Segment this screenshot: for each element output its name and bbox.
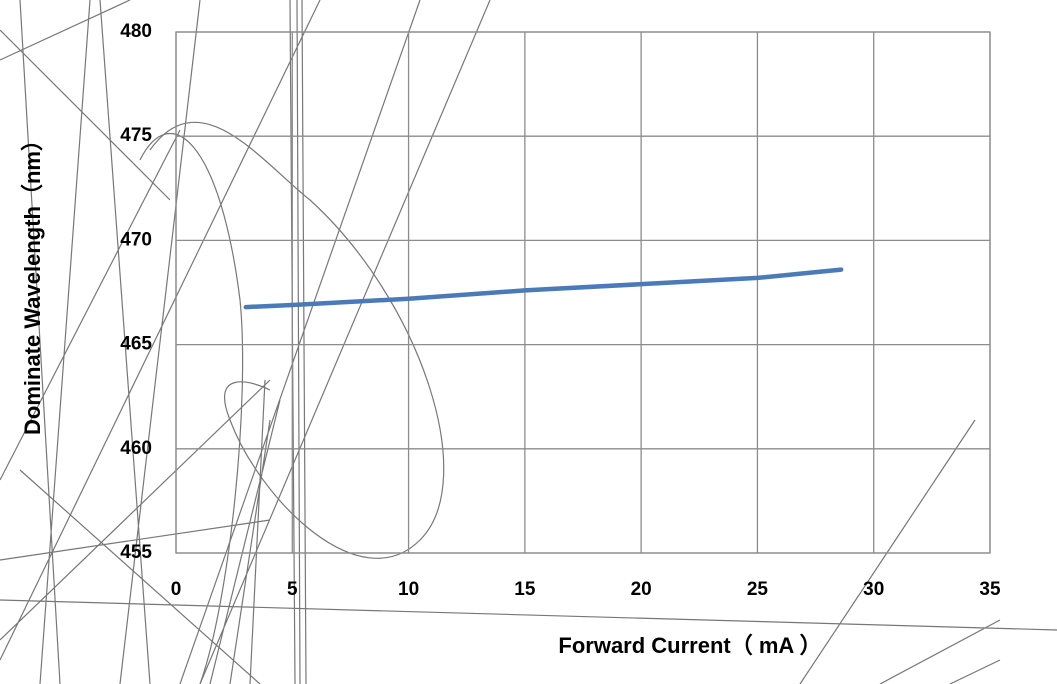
x-tick-label: 35 bbox=[979, 579, 1001, 600]
y-tick-label: 465 bbox=[120, 334, 152, 355]
x-tick-label: 20 bbox=[631, 579, 652, 600]
data-line bbox=[243, 267, 844, 310]
y-tick-label: 455 bbox=[120, 542, 152, 563]
y-axis-title: Dominate Wavelength（nm） bbox=[20, 129, 45, 435]
x-tick-label: 10 bbox=[398, 579, 419, 600]
y-tick-label: 470 bbox=[120, 229, 152, 250]
x-tick-label: 5 bbox=[287, 579, 298, 600]
y-tick-label: 480 bbox=[120, 21, 152, 42]
y-tick-label: 460 bbox=[120, 438, 152, 459]
x-tick-label: 30 bbox=[863, 579, 884, 600]
x-tick-label: 0 bbox=[171, 579, 182, 600]
x-tick-label: 15 bbox=[514, 579, 536, 600]
y-tick-label: 475 bbox=[120, 125, 152, 146]
x-tick-label: 25 bbox=[747, 579, 769, 600]
x-axis-title: Forward Current（ mA ） bbox=[558, 633, 821, 658]
